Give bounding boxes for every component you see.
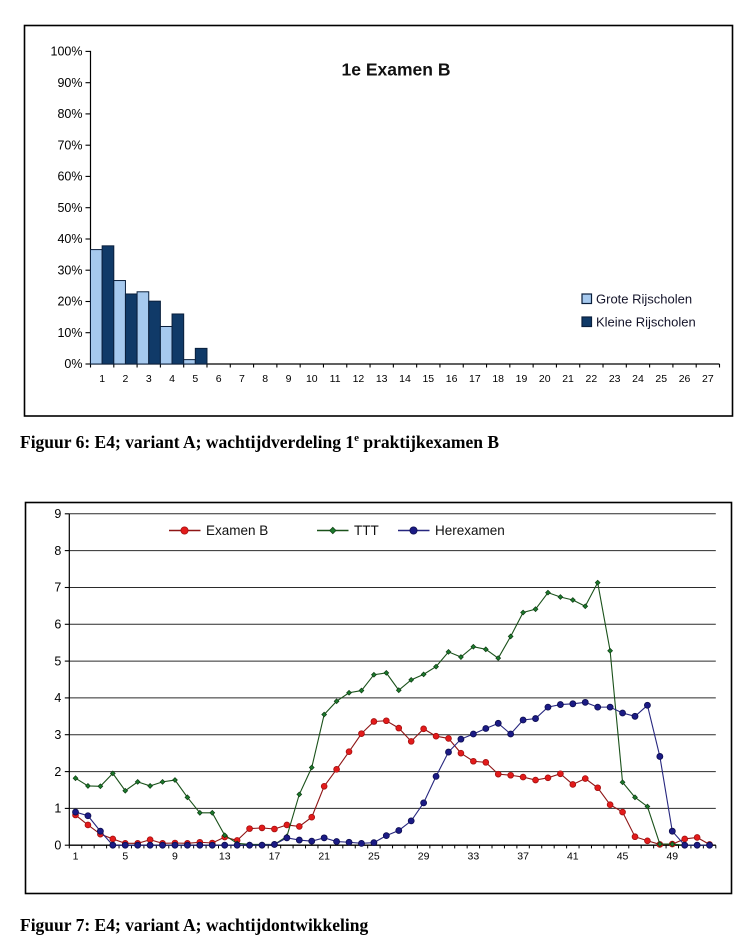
svg-text:1e Examen B: 1e Examen B [342, 59, 451, 79]
svg-text:20: 20 [539, 373, 551, 385]
svg-text:70%: 70% [57, 138, 82, 152]
svg-text:13: 13 [376, 373, 388, 385]
svg-text:19: 19 [516, 373, 528, 385]
svg-text:9: 9 [54, 507, 61, 521]
svg-text:10: 10 [306, 373, 318, 385]
svg-text:8: 8 [262, 373, 268, 385]
svg-text:25: 25 [655, 373, 667, 385]
svg-text:27: 27 [702, 373, 714, 385]
svg-text:5: 5 [54, 654, 61, 668]
svg-text:60%: 60% [57, 169, 82, 183]
svg-text:22: 22 [586, 373, 598, 385]
svg-text:1: 1 [99, 373, 105, 385]
svg-text:10%: 10% [57, 325, 82, 339]
svg-text:18: 18 [492, 373, 504, 385]
svg-text:7: 7 [239, 373, 245, 385]
svg-text:6: 6 [54, 618, 61, 632]
svg-text:23: 23 [609, 373, 621, 385]
svg-text:16: 16 [446, 373, 458, 385]
svg-text:24: 24 [632, 373, 644, 385]
svg-text:5: 5 [192, 373, 198, 385]
svg-text:41: 41 [566, 851, 578, 863]
svg-text:26: 26 [679, 373, 691, 385]
svg-text:Grote Rijscholen: Grote Rijscholen [596, 291, 692, 306]
svg-text:20%: 20% [57, 294, 82, 308]
svg-text:17: 17 [268, 851, 280, 863]
svg-text:11: 11 [330, 373, 341, 385]
svg-text:25: 25 [368, 851, 380, 863]
svg-text:45: 45 [616, 851, 628, 863]
svg-text:50%: 50% [57, 200, 82, 214]
svg-text:1: 1 [54, 802, 61, 816]
svg-text:8: 8 [54, 544, 61, 558]
svg-text:13: 13 [218, 851, 230, 863]
svg-text:7: 7 [54, 581, 61, 595]
svg-text:15: 15 [422, 373, 434, 385]
svg-text:TTT: TTT [354, 523, 379, 538]
svg-text:21: 21 [562, 373, 574, 385]
svg-text:6: 6 [216, 373, 222, 385]
svg-text:2: 2 [123, 373, 129, 385]
svg-text:5: 5 [122, 851, 128, 863]
svg-text:80%: 80% [57, 107, 82, 121]
svg-text:90%: 90% [57, 75, 82, 89]
svg-text:9: 9 [172, 851, 178, 863]
svg-text:3: 3 [146, 373, 152, 385]
svg-text:30%: 30% [57, 263, 82, 277]
svg-text:Examen B: Examen B [206, 523, 268, 538]
svg-text:0: 0 [54, 838, 61, 852]
svg-text:Herexamen: Herexamen [435, 523, 505, 538]
svg-text:2: 2 [54, 765, 61, 779]
svg-text:1: 1 [72, 851, 78, 863]
svg-text:49: 49 [666, 851, 678, 863]
svg-text:14: 14 [399, 373, 411, 385]
svg-text:12: 12 [353, 373, 365, 385]
svg-text:17: 17 [469, 373, 481, 385]
svg-text:21: 21 [318, 851, 330, 863]
svg-text:37: 37 [517, 851, 529, 863]
svg-text:Kleine Rijscholen: Kleine Rijscholen [596, 314, 696, 329]
svg-text:29: 29 [417, 851, 429, 863]
svg-text:4: 4 [169, 373, 175, 385]
svg-text:4: 4 [54, 691, 61, 705]
svg-text:0%: 0% [64, 357, 82, 371]
svg-text:3: 3 [54, 728, 61, 742]
svg-text:33: 33 [467, 851, 479, 863]
svg-text:100%: 100% [51, 44, 83, 58]
svg-text:9: 9 [286, 373, 292, 385]
svg-text:40%: 40% [57, 232, 82, 246]
